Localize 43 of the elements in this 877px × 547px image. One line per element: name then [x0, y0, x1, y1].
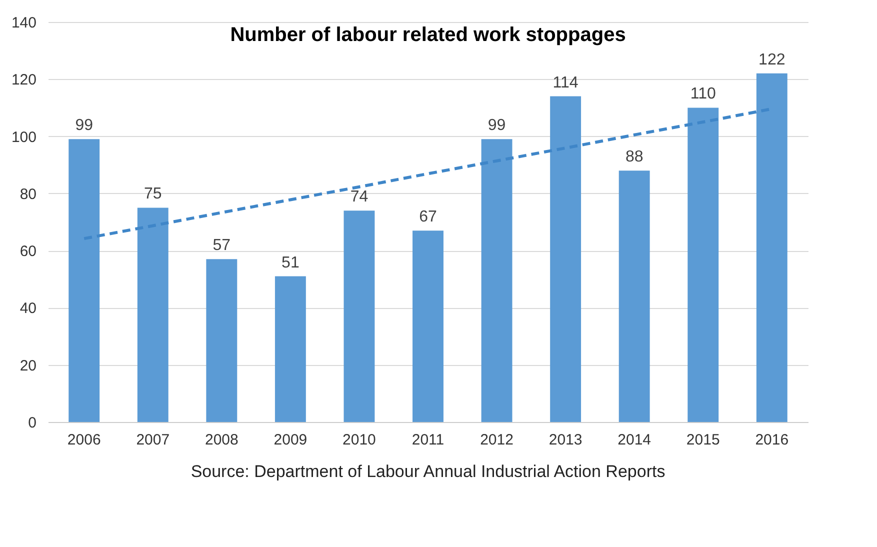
bar: [412, 230, 444, 422]
bar: [137, 208, 168, 422]
bar: [481, 139, 512, 422]
data-label: 114: [552, 74, 578, 92]
data-label: 74: [350, 188, 368, 206]
bar: [274, 276, 306, 422]
bar: [344, 210, 375, 422]
y-tick-label: 20: [20, 357, 36, 374]
x-tick-label: 2009: [274, 432, 308, 448]
data-label: 122: [758, 51, 786, 68]
x-tick-label: 2014: [618, 432, 652, 448]
x-tick-label: 2011: [412, 432, 444, 448]
bar: [68, 139, 100, 422]
x-tick-label: 2015: [686, 432, 720, 448]
bar: [206, 259, 238, 422]
y-tick-label: 60: [20, 243, 36, 260]
y-tick-label: 80: [20, 186, 36, 203]
source-note: Source: Department of Labour Annual Industrial Action Reports: [190, 462, 666, 481]
bar: [756, 73, 788, 422]
data-label: 57: [212, 237, 231, 254]
x-tick-label: 2010: [342, 432, 376, 448]
y-tick-label: 120: [11, 72, 36, 89]
chart-title: Number of labour related work stoppages: [230, 24, 626, 46]
x-tick-label: 2016: [755, 432, 789, 448]
data-label: 88: [625, 148, 644, 166]
x-tick-label: 2013: [548, 432, 582, 448]
y-tick-label: 140: [11, 14, 36, 32]
data-label: 67: [419, 208, 437, 226]
y-tick-label: 0: [28, 414, 36, 432]
x-tick-label: 2006: [67, 432, 101, 448]
data-label: 51: [282, 254, 300, 272]
data-label: 99: [488, 117, 506, 134]
bar: [688, 108, 719, 422]
data-label: 99: [75, 117, 94, 134]
bar: [550, 96, 582, 422]
x-tick-label: 2012: [480, 432, 514, 448]
y-tick-label: 40: [20, 300, 36, 318]
bar: [618, 170, 650, 422]
data-label: 110: [690, 86, 716, 103]
data-label: 75: [144, 186, 162, 203]
y-tick-label: 100: [11, 128, 36, 146]
x-tick-label: 2008: [204, 432, 238, 448]
x-tick-label: 2007: [136, 432, 170, 448]
